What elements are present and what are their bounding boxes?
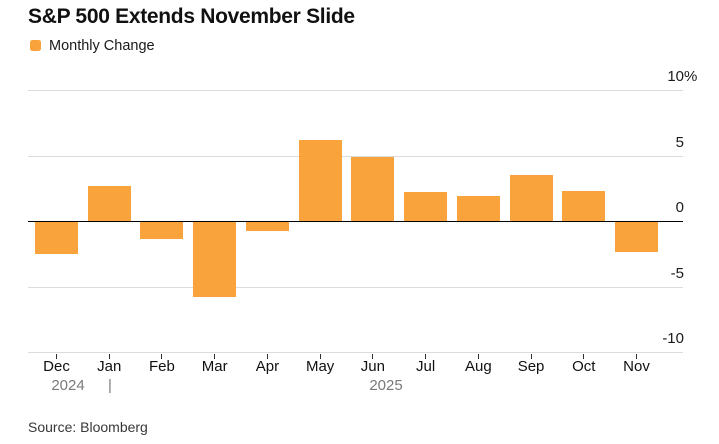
x-tick	[56, 353, 57, 359]
x-tick	[530, 353, 532, 359]
bar-dec	[35, 221, 78, 254]
gridline	[28, 90, 683, 91]
year-label-2025: 2025	[369, 377, 403, 394]
x-tick-label: Oct	[572, 358, 596, 375]
bar-aug	[456, 196, 500, 221]
y-tick-label: 5	[675, 133, 684, 151]
x-tick	[214, 353, 216, 359]
x-tick-label: Jun	[360, 358, 385, 375]
x-tick	[583, 353, 585, 359]
bar-apr	[245, 221, 289, 232]
bar-nov	[615, 221, 659, 253]
bar-sep	[509, 175, 553, 221]
bar-oct	[562, 190, 606, 221]
x-tick	[425, 353, 427, 359]
source-text: Source: Bloomberg	[28, 419, 148, 435]
year-divider: |	[108, 377, 112, 394]
x-tick	[319, 353, 321, 359]
y-tick-label: -5	[670, 264, 684, 282]
bar-may	[298, 139, 342, 221]
y-axis-unit: %	[684, 68, 698, 85]
gridline	[28, 352, 683, 353]
zero-baseline	[28, 220, 683, 223]
x-tick-label: Jul	[416, 358, 436, 375]
x-tick	[372, 353, 374, 359]
legend-label: Monthly Change	[49, 38, 155, 54]
x-tick-label: Feb	[149, 358, 175, 375]
x-tick-label: Dec	[43, 358, 70, 375]
bar-feb	[140, 221, 184, 240]
x-tick-label: Jan	[97, 358, 122, 375]
x-tick	[108, 353, 110, 359]
x-tick	[266, 353, 268, 359]
page-title: S&P 500 Extends November Slide	[28, 5, 355, 28]
legend-swatch-icon	[30, 40, 41, 51]
x-tick	[477, 353, 479, 359]
x-tick-label: Mar	[201, 358, 228, 375]
x-tick-label: Aug	[464, 358, 492, 375]
x-tick-label: Apr	[255, 358, 280, 375]
x-tick-label: Sep	[517, 358, 545, 375]
y-tick-label: -10	[662, 330, 684, 347]
y-tick-label: 0	[675, 199, 684, 216]
bar-jun	[351, 156, 395, 221]
bar-jul	[404, 192, 448, 221]
bar-mar	[193, 221, 237, 297]
x-tick	[161, 353, 163, 359]
year-label-2024: 2024	[51, 377, 85, 394]
x-tick-label: May	[305, 358, 335, 375]
y-tick-label: 10%	[667, 68, 698, 85]
x-tick	[636, 353, 638, 359]
bar-jan	[87, 185, 131, 221]
x-tick-label: Nov	[623, 358, 650, 375]
gridline	[28, 155, 683, 157]
gridline	[28, 286, 683, 288]
